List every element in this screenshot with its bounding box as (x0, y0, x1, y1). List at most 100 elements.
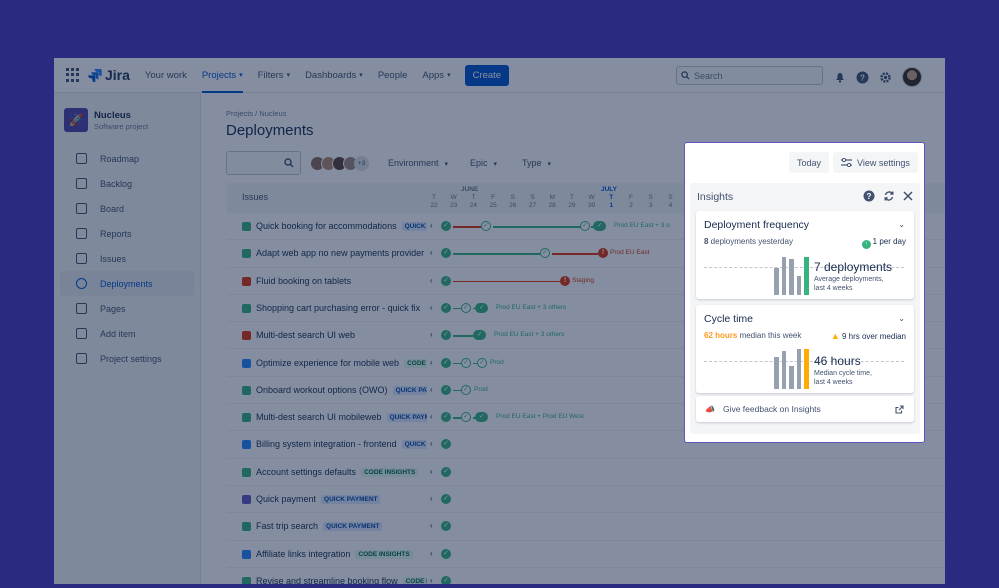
deployment-success-icon[interactable]: ✓ (441, 575, 451, 584)
create-button[interactable]: Create (464, 64, 510, 86)
chevron-down-icon[interactable]: ⌄ (898, 220, 905, 229)
deployment-count-pill[interactable]: ✓ 4 (475, 302, 489, 321)
chevron-left-icon[interactable]: ‹ (430, 575, 433, 584)
filter-type[interactable]: Type ▾ (522, 158, 551, 168)
assignee-avatars[interactable]: +3 (310, 156, 369, 171)
refresh-icon[interactable] (883, 190, 895, 202)
close-icon[interactable] (903, 191, 913, 201)
sidebar-item-issues[interactable]: Issues (60, 246, 194, 271)
deployment-success-icon[interactable]: ✓ (441, 275, 451, 286)
issue-summary[interactable]: Adapt web app no new payments provider (256, 248, 427, 258)
chevron-left-icon[interactable]: ‹ (430, 412, 433, 422)
chevron-left-icon[interactable]: ‹ (430, 275, 433, 285)
chevron-left-icon[interactable]: ‹ (430, 248, 433, 258)
table-row[interactable]: Revise and streamline booking flow CODE I… (227, 568, 945, 584)
sidebar-item-pages[interactable]: Pages (60, 296, 194, 321)
issue-summary[interactable]: Multi-dest search UI mobileweb QUICK PAYM… (256, 412, 427, 423)
deployment-failed-icon[interactable]: ! (560, 275, 570, 286)
deployment-success-icon[interactable]: ✓ (441, 384, 451, 395)
backlog-icon (76, 178, 87, 189)
issue-summary[interactable]: Quick payment QUICK PAYMENT (256, 494, 427, 504)
app-switcher-icon[interactable] (66, 68, 80, 82)
deployment-success-icon[interactable]: ✓ (477, 357, 487, 368)
filter-search-input[interactable] (226, 151, 301, 175)
day-column: T 24 (463, 194, 483, 210)
nav-item-people[interactable]: People (378, 58, 408, 93)
table-row[interactable]: Quick payment QUICK PAYMENT ‹ (227, 486, 945, 514)
chevron-left-icon[interactable]: ‹ (430, 494, 433, 503)
today-button[interactable]: Today (789, 152, 830, 173)
deployment-count-pill[interactable]: ✓ 4 (593, 221, 607, 239)
issue-summary[interactable]: Revise and streamline booking flow CODE I… (256, 576, 427, 584)
chevron-left-icon[interactable]: ‹ (430, 439, 433, 449)
breadcrumb[interactable]: Projects / Nucleus (226, 109, 287, 118)
deployment-success-icon[interactable]: ✓ (441, 302, 451, 313)
chevron-left-icon[interactable]: ‹ (430, 221, 433, 230)
issue-summary[interactable]: Fast trip search QUICK PAYMENT (256, 521, 427, 532)
settings-gear-icon[interactable] (879, 71, 892, 84)
help-icon[interactable]: ? (856, 71, 869, 84)
table-row[interactable]: Fast trip search QUICK PAYMENT ‹ (227, 513, 945, 541)
sidebar-item-board[interactable]: Board (60, 196, 194, 221)
more-avatars-count[interactable]: +3 (354, 156, 369, 171)
day-of-week: F (491, 194, 496, 201)
chevron-left-icon[interactable]: ‹ (430, 302, 433, 312)
chevron-left-icon[interactable]: ‹ (430, 548, 433, 558)
issue-summary[interactable]: Onboard workout options (OWO) QUICK PAYME… (256, 385, 427, 395)
sidebar-item-add-item[interactable]: Add item (60, 321, 194, 346)
deployment-success-icon[interactable]: ✓ (461, 302, 471, 313)
give-feedback-button[interactable]: 📣 Give feedback on Insights (696, 396, 914, 422)
chevron-down-icon[interactable]: ⌄ (898, 314, 905, 323)
deployment-success-icon[interactable]: ✓ (461, 357, 471, 368)
chevron-left-icon[interactable]: ‹ (430, 384, 433, 394)
help-icon[interactable]: ? (863, 190, 875, 202)
sidebar-item-backlog[interactable]: Backlog (60, 171, 194, 196)
chevron-left-icon[interactable]: ‹ (430, 466, 433, 476)
notifications-icon[interactable] (834, 71, 846, 83)
jira-logo[interactable]: Jira (88, 67, 130, 83)
nav-item-dashboards[interactable]: Dashboards ▾ (305, 58, 363, 93)
deployment-success-icon[interactable]: ✓ (580, 221, 590, 231)
deployment-success-icon[interactable]: ✓ (441, 357, 451, 368)
nav-item-filters[interactable]: Filters ▾ (258, 58, 290, 93)
deployment-success-icon[interactable]: ✓ (441, 548, 451, 559)
issue-summary[interactable]: Shopping cart purchasing error - quick f… (256, 303, 427, 313)
issue-summary[interactable]: Optimize experience for mobile web CODE I… (256, 358, 427, 368)
issue-summary[interactable]: Account settings defaults CODE INSIGHTS (256, 467, 427, 477)
sidebar-item-project-settings[interactable]: Project settings (60, 346, 194, 371)
issue-text: Optimize experience for mobile web (256, 357, 400, 368)
user-avatar[interactable] (902, 67, 922, 87)
issue-summary[interactable]: Billing system integration - frontend QUI… (256, 439, 427, 450)
chevron-left-icon[interactable]: ‹ (430, 330, 433, 340)
issue-summary[interactable]: Quick booking for accommodations QUICK PA… (256, 221, 427, 231)
nav-item-projects[interactable]: Projects ▾ (201, 58, 243, 93)
view-settings-button[interactable]: View settings (833, 152, 918, 173)
chevron-left-icon[interactable]: ‹ (430, 521, 433, 531)
table-row[interactable]: Affiliate links integration CODE INSIGHTS… (227, 541, 945, 568)
filter-environment[interactable]: Environment ▾ (388, 158, 448, 168)
issue-summary[interactable]: Multi-dest search UI web (256, 330, 427, 340)
deployment-success-icon[interactable]: ✓ (441, 466, 451, 477)
cycle-time-card[interactable]: Cycle time ⌄ 62 hours median this week ▲… (696, 305, 914, 393)
sidebar-item-deployments[interactable]: Deployments (60, 271, 194, 296)
chevron-left-icon[interactable]: ‹ (430, 357, 433, 367)
search-input[interactable]: Search (676, 66, 823, 85)
deployment-success-icon[interactable]: ✓ (461, 384, 471, 395)
issue-summary[interactable]: Fluid booking on tablets (256, 276, 427, 286)
deployment-success-icon[interactable]: ✓ (441, 221, 451, 231)
deploy-line (453, 307, 461, 310)
deployment-frequency-card[interactable]: Deployment frequency ⌄ 8 deployments yes… (696, 211, 914, 299)
issue-text: Fast trip search (256, 521, 319, 532)
issue-summary[interactable]: Affiliate links integration CODE INSIGHTS (256, 549, 427, 559)
sidebar-item-roadmap[interactable]: Roadmap (60, 146, 194, 171)
environment-label: Prod EU East + 3 o (614, 222, 670, 229)
deployment-count-pill[interactable]: ✓ 3 (475, 412, 489, 430)
nav-item-apps[interactable]: Apps ▾ (422, 58, 450, 93)
deployment-success-icon[interactable]: ✓ (481, 221, 491, 231)
project-header[interactable]: 🚀 Nucleus Software project (64, 108, 200, 132)
deployment-success-icon[interactable]: ✓ (441, 494, 451, 504)
filter-epic[interactable]: Epic ▾ (470, 158, 497, 168)
nav-item-your-work[interactable]: Your work (145, 58, 187, 93)
table-row[interactable]: Account settings defaults CODE INSIGHTS ‹ (227, 459, 945, 486)
sidebar-item-reports[interactable]: Reports (60, 221, 194, 246)
